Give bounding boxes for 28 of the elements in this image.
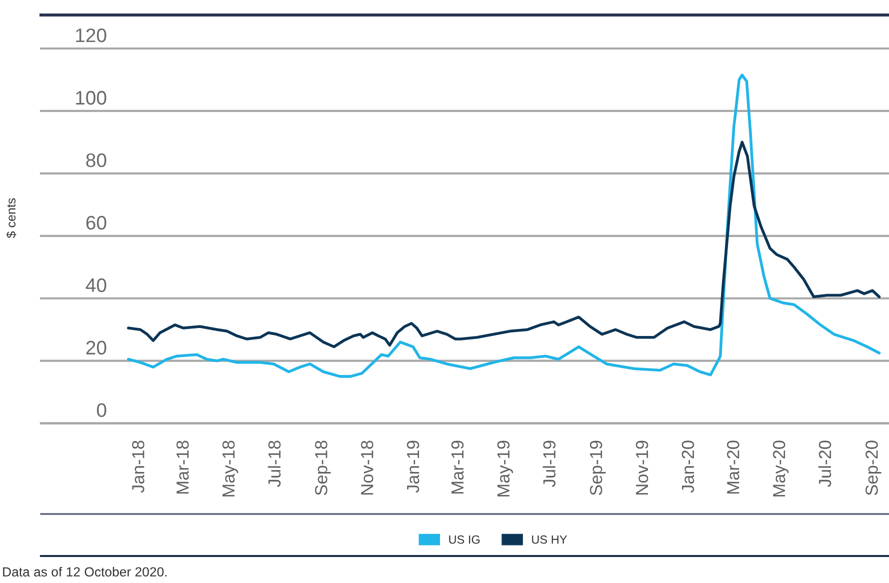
x-tick-label: Jan-19 [406,440,420,493]
x-tick-label: Nov-18 [360,440,374,495]
legend-label: US HY [532,535,567,544]
y-tick-label: 100 [76,90,106,105]
x-tick-label: May-18 [222,440,238,496]
x-tick-label: Jul-18 [268,440,281,487]
y-tick-label: 80 [86,153,106,168]
x-tick-label: Jul-20 [818,440,832,487]
x-tick-label: Jul-19 [542,440,556,487]
x-tick-label: May-20 [772,440,789,496]
y-tick-label: 120 [76,28,106,42]
legend-label: US IG [449,535,480,544]
y-tick-label: 20 [86,340,106,355]
x-tick-label: Mar-19 [451,440,464,494]
y-axis-title: $ cents [6,198,16,238]
x-tick-label: Mar-18 [176,440,189,494]
x-tick-label: Sep-18 [315,440,331,496]
y-tick-label: 60 [86,216,106,230]
x-tick-label: May-19 [497,440,514,496]
x-tick-label: Sep-19 [590,440,606,496]
x-tick-label: Nov-19 [636,440,648,495]
x-tick-label: Mar-20 [726,440,740,494]
y-tick-label: 40 [86,278,106,292]
text: Data as of 12 October 2020. [3,566,167,577]
x-tick-label: Jan-18 [132,440,144,493]
x-tick-label: Sep-20 [866,440,882,496]
y-tick-label: 0 [96,403,106,418]
x-tick-label: Jan-20 [682,440,694,493]
